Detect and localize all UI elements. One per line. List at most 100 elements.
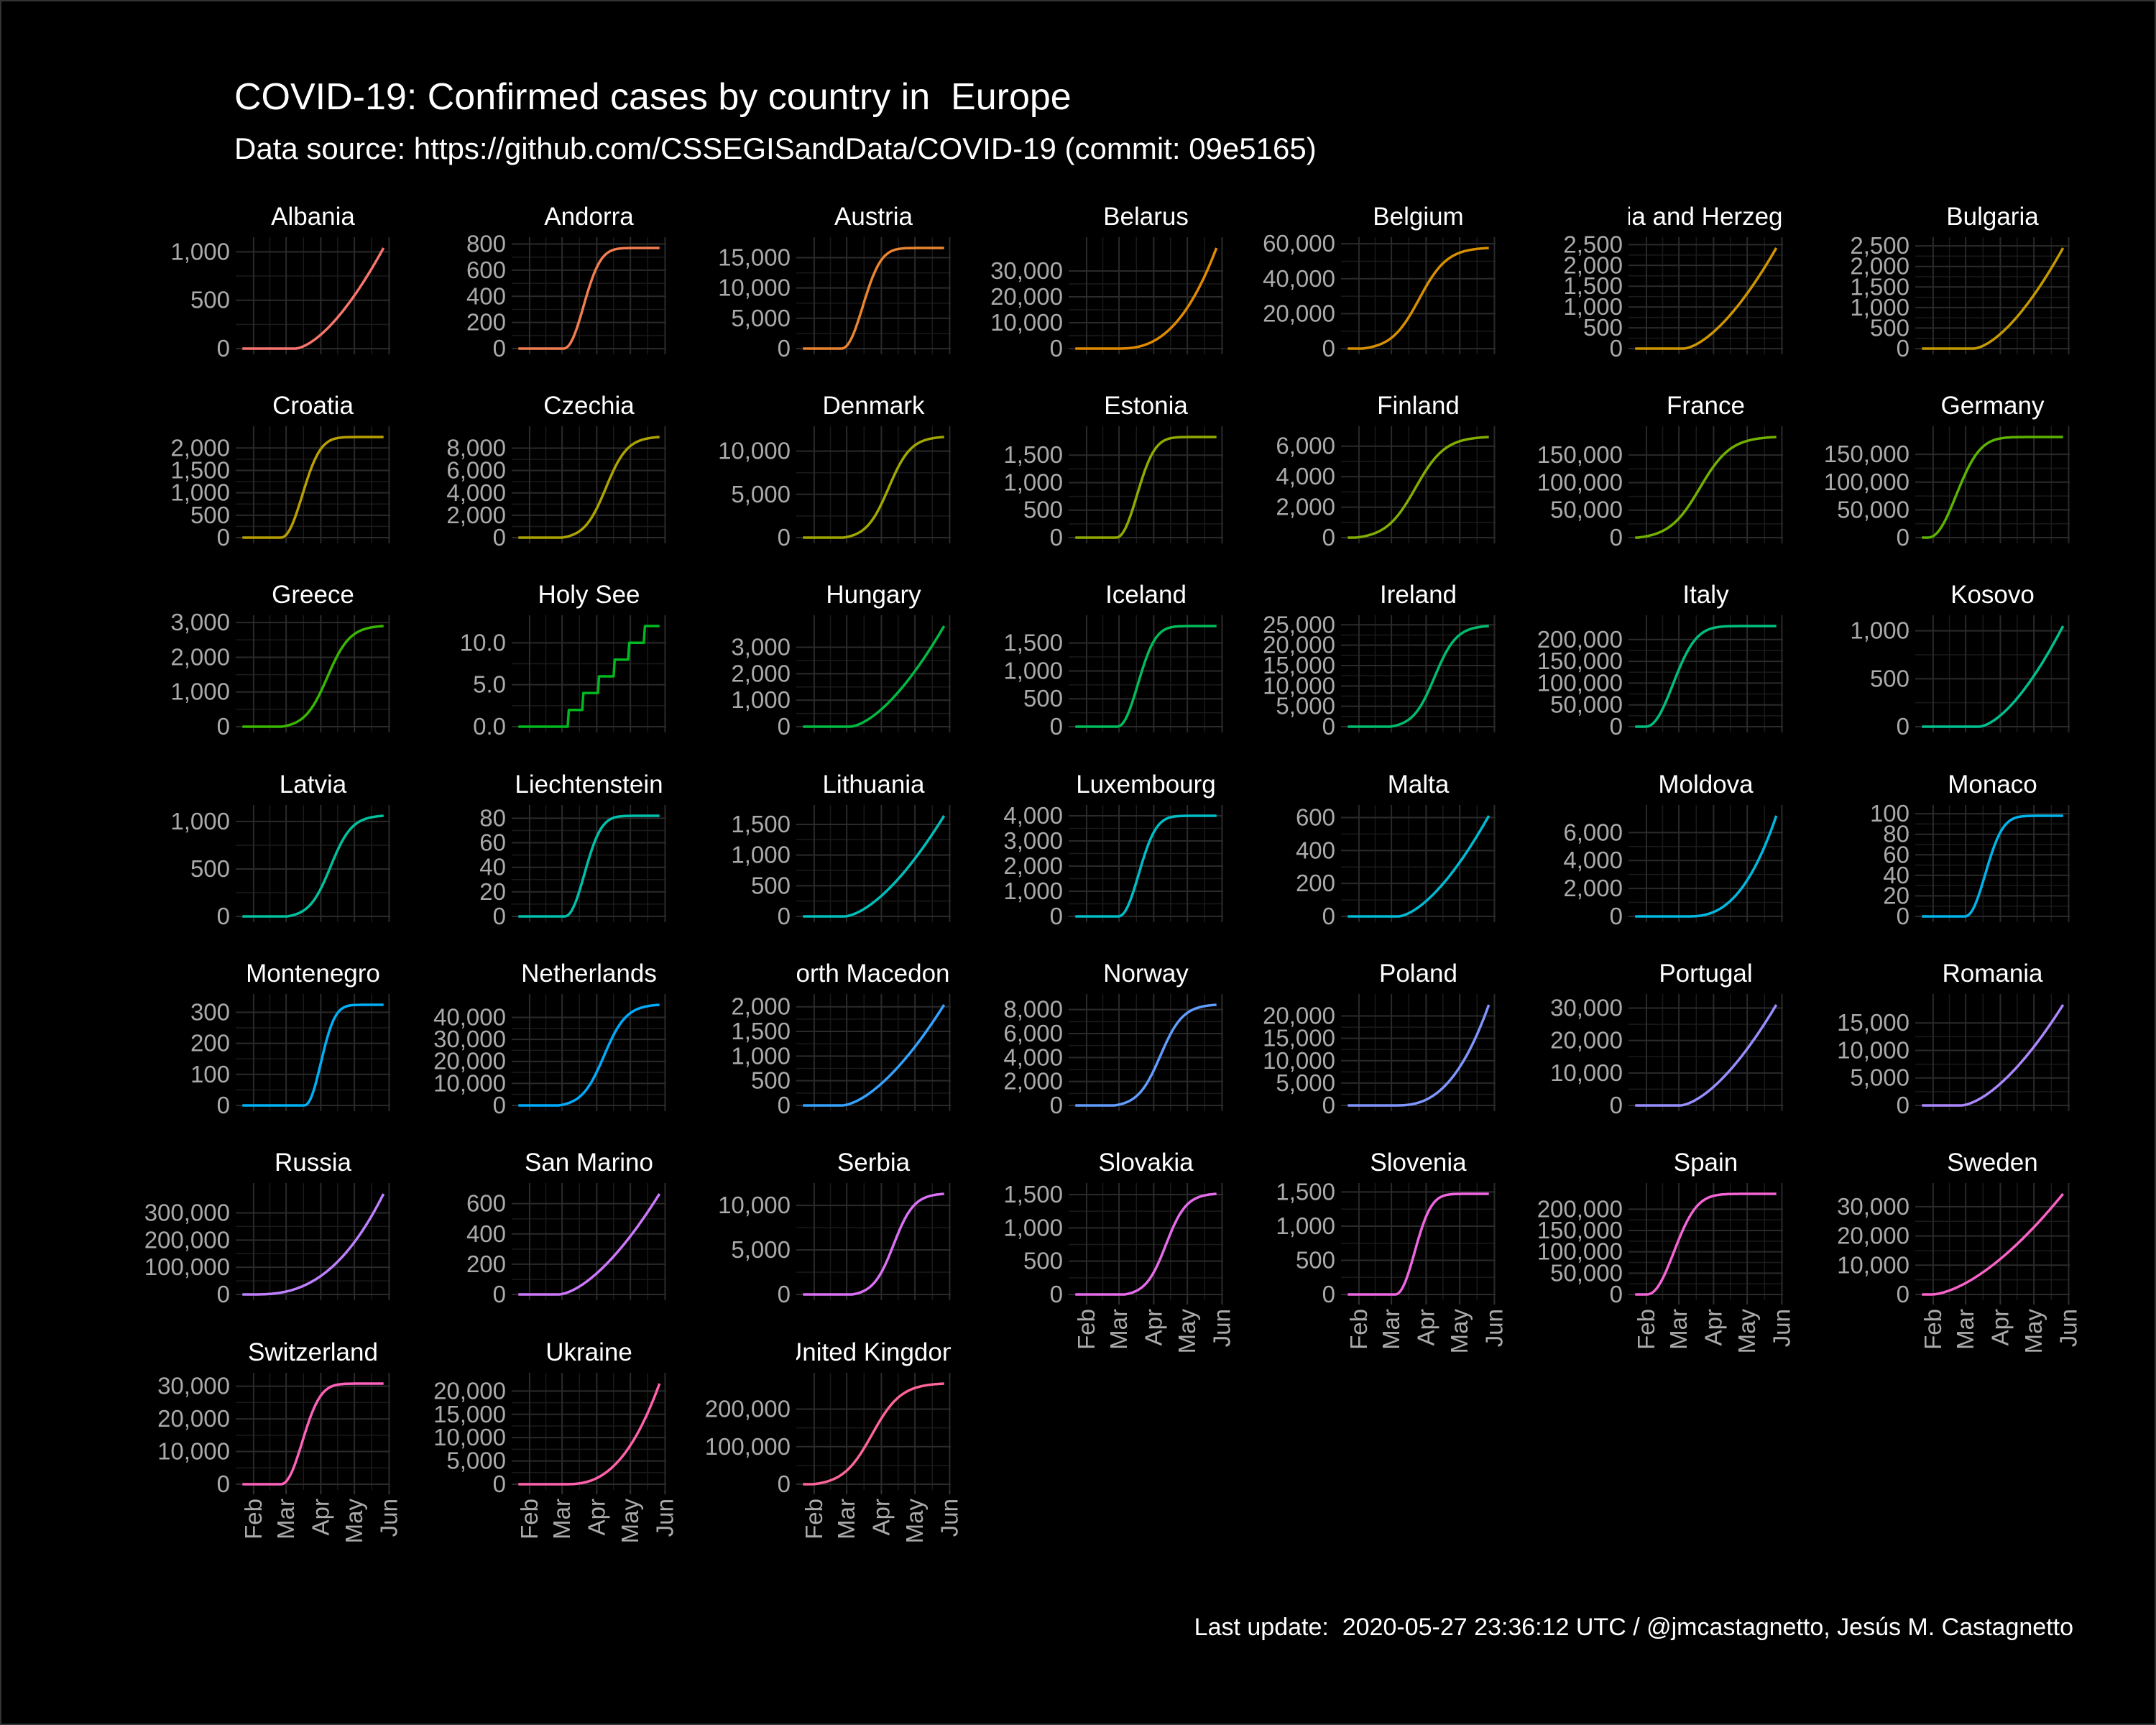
y-tick-label: 500	[1583, 314, 1623, 341]
y-tick-label: 0	[1897, 903, 1909, 929]
y-tick-label: 10,000	[990, 309, 1063, 336]
x-tick-label: Feb	[1633, 1309, 1659, 1350]
x-tick-label: May	[1174, 1309, 1200, 1354]
x-tick-label: Apr	[307, 1499, 333, 1535]
y-tick-label: 30,000	[990, 257, 1063, 284]
y-tick-label: 0	[778, 903, 791, 929]
y-tick-label: 0	[1897, 1281, 1909, 1307]
series-line	[1348, 247, 1489, 350]
series-line	[1635, 1192, 1777, 1296]
y-tick-label: 40	[479, 854, 506, 880]
series-line	[242, 814, 384, 918]
facet-strip-label: Moldova	[1658, 770, 1754, 799]
x-tick-label: Feb	[1920, 1309, 1946, 1350]
series-line	[803, 436, 944, 539]
series-line	[1922, 625, 2065, 728]
y-tick-label: 0	[493, 1092, 506, 1118]
y-tick-label: 50,000	[1837, 496, 1909, 523]
x-axis-4: Feb Mar Apr May Jun	[1073, 1300, 1235, 1353]
facet-strip-label: Belarus	[1103, 203, 1189, 231]
series-line	[803, 815, 946, 918]
facet-strip-label: France	[1667, 392, 1745, 420]
y-tick-label: 1,500	[1850, 273, 1909, 300]
facet-strip-label: Ukraine	[545, 1338, 632, 1366]
facet-strip-label: Norway	[1103, 960, 1189, 988]
facet-strip-label: Switzerland	[248, 1338, 378, 1366]
y-tick-label: 20,000	[157, 1405, 230, 1432]
y-tick-label: 500	[1023, 685, 1063, 712]
y-tick-label: 15,000	[1837, 1009, 1909, 1036]
y-tick-label: 0	[1322, 524, 1335, 551]
series-line	[1635, 1004, 1778, 1107]
y-tick-label: 1,000	[170, 479, 230, 506]
y-tick-label: 6,000	[446, 457, 506, 484]
y-tick-label: 1,000	[731, 1042, 791, 1069]
facet-strip-label: Liechtenstein	[515, 770, 663, 799]
y-tick-label: 300,000	[144, 1199, 230, 1225]
y-tick-label: 500	[190, 855, 230, 882]
y-tick-label: 2,000	[446, 502, 506, 528]
y-tick-label: 0	[1050, 903, 1063, 929]
series-line	[1075, 436, 1217, 539]
y-tick-label: 0	[1050, 1281, 1063, 1307]
y-tick-label: 400	[466, 1220, 506, 1247]
series-line	[1348, 815, 1491, 918]
series-line	[518, 247, 660, 350]
y-tick-label: 6,000	[1563, 819, 1623, 845]
x-tick-label: Mar	[1378, 1309, 1404, 1350]
y-tick-label: 20	[479, 878, 506, 905]
y-tick-label: 500	[1870, 314, 1909, 341]
series-line	[1922, 247, 2065, 350]
y-tick-label: 0.0	[473, 713, 506, 740]
x-tick-label: Apr	[867, 1499, 894, 1535]
x-tick-label: Jun	[1768, 1309, 1795, 1347]
x-tick-label: May	[1446, 1309, 1473, 1354]
y-tick-label: 0	[217, 713, 230, 740]
y-tick-label: 0	[493, 524, 506, 551]
y-tick-label: 80	[1883, 821, 1909, 847]
y-tick-label: 3,000	[170, 609, 230, 635]
y-tick-label: 0	[778, 335, 791, 362]
y-tick-label: 200	[466, 1251, 506, 1277]
facet-strip-label: Russia	[275, 1149, 352, 1177]
y-tick-label: 0	[1897, 335, 1909, 362]
y-tick-label: 0	[778, 1092, 791, 1118]
y-tick-label: 10,000	[433, 1424, 506, 1450]
y-tick-label: 0	[778, 1471, 791, 1497]
facet-panel-portugal: 0 10,000 20,000 30,000 Portugal	[1550, 960, 1783, 1118]
series-line	[1635, 436, 1777, 539]
x-tick-label: Mar	[1952, 1309, 1978, 1350]
y-tick-label: 400	[1296, 837, 1335, 863]
y-tick-label: 800	[466, 231, 506, 257]
y-tick-label: 400	[466, 282, 506, 309]
y-tick-label: 1,500	[1003, 1181, 1063, 1208]
y-tick-label: 2,000	[1563, 252, 1623, 278]
y-tick-label: 1,500	[731, 811, 791, 837]
x-axis-3: Feb Mar Apr May Jun	[801, 1490, 962, 1543]
facet-panel-san-marino: 0 200 400 600 San Marino	[466, 1149, 666, 1307]
y-tick-label: 1,500	[170, 456, 230, 483]
facet-panel-united-kingdom: 0 100,000 200,000 United Kingdom	[705, 1338, 951, 1497]
y-tick-label: 20	[1883, 882, 1909, 908]
y-tick-label: 20,000	[990, 283, 1063, 310]
y-tick-label: 100,000	[1537, 469, 1623, 495]
facet-strip-label: Luxembourg	[1076, 770, 1216, 799]
y-tick-label: 100	[190, 1061, 230, 1087]
facet-strip-label: Romania	[1942, 960, 2043, 988]
y-tick-label: 40,000	[1263, 265, 1335, 292]
x-tick-label: Jun	[936, 1499, 962, 1537]
series-line	[1922, 1004, 2065, 1107]
y-tick-label: 1,500	[1003, 441, 1063, 468]
y-tick-label: 5,000	[1276, 693, 1335, 719]
x-tick-label: Mar	[1665, 1309, 1692, 1350]
facet-strip-label: Belgium	[1373, 203, 1463, 231]
y-tick-label: 15,000	[718, 244, 791, 270]
series-line	[242, 1193, 385, 1296]
